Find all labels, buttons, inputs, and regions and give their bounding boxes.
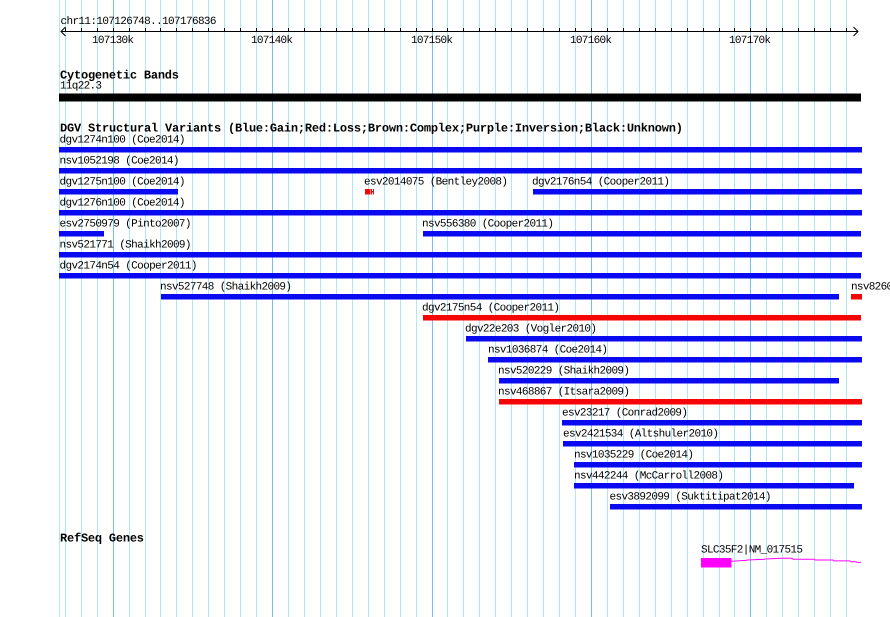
svg-text:esv2014075 (Bentley2008): esv2014075 (Bentley2008) <box>364 177 508 189</box>
svg-text:dgv1275n100 (Coe2014): dgv1275n100 (Coe2014) <box>60 177 186 189</box>
svg-text:dgv2174n54 (Cooper2011): dgv2174n54 (Cooper2011) <box>60 261 198 273</box>
svg-text:esv3892099 (Suktitipat2014): esv3892099 (Suktitipat2014) <box>610 492 772 504</box>
svg-text:nsv1036874 (Coe2014): nsv1036874 (Coe2014) <box>488 345 608 357</box>
svg-text:esv2750979 (Pinto2007): esv2750979 (Pinto2007) <box>60 219 192 231</box>
svg-text:dgv1276n100 (Coe2014): dgv1276n100 (Coe2014) <box>60 198 186 210</box>
svg-text:dgv2175n54 (Cooper2011): dgv2175n54 (Cooper2011) <box>422 303 560 315</box>
svg-text:107150k: 107150k <box>411 35 453 47</box>
svg-text:107170k: 107170k <box>729 35 771 47</box>
svg-text:nsv521771 (Shaikh2009): nsv521771 (Shaikh2009) <box>60 240 192 252</box>
svg-text:nsv1052198 (Coe2014): nsv1052198 (Coe2014) <box>60 156 180 168</box>
svg-text:dgv22e203 (Vogler2010): dgv22e203 (Vogler2010) <box>465 324 597 336</box>
svg-text:Cytogenetic Bands: Cytogenetic Bands <box>60 69 179 83</box>
svg-text:107130k: 107130k <box>92 35 134 47</box>
svg-text:nsv468867 (Itsara2009): nsv468867 (Itsara2009) <box>498 387 630 399</box>
svg-text:SLC35F2|NM_017515: SLC35F2|NM_017515 <box>701 545 803 557</box>
svg-text:DGV Structural Variants (Blue:: DGV Structural Variants (Blue:Gain;Red:L… <box>60 122 683 136</box>
svg-text:dgv2176n54 (Cooper2011): dgv2176n54 (Cooper2011) <box>532 177 670 189</box>
svg-text:nsv520229 (Shaikh2009): nsv520229 (Shaikh2009) <box>498 366 630 378</box>
svg-text:nsv1035229 (Coe2014): nsv1035229 (Coe2014) <box>574 450 694 462</box>
svg-text:dgv1274n100 (Coe2014): dgv1274n100 (Coe2014) <box>60 135 186 147</box>
svg-text:nsv82605: nsv82605 <box>851 282 890 294</box>
svg-text:RefSeq Genes: RefSeq Genes <box>60 532 144 546</box>
svg-text:nsv527748 (Shaikh2009): nsv527748 (Shaikh2009) <box>160 282 292 294</box>
svg-text:esv23217 (Conrad2009): esv23217 (Conrad2009) <box>562 408 688 420</box>
svg-text:107140k: 107140k <box>251 35 293 47</box>
svg-text:107160k: 107160k <box>570 35 612 47</box>
svg-text:nsv442244 (McCarroll2008): nsv442244 (McCarroll2008) <box>574 471 724 483</box>
svg-text:11q22.3: 11q22.3 <box>60 81 102 93</box>
svg-text:chr11:107126748..107176836: chr11:107126748..107176836 <box>61 16 217 28</box>
svg-text:nsv556380 (Cooper2011): nsv556380 (Cooper2011) <box>422 219 554 231</box>
svg-text:esv2421534 (Altshuler2010): esv2421534 (Altshuler2010) <box>563 429 719 441</box>
